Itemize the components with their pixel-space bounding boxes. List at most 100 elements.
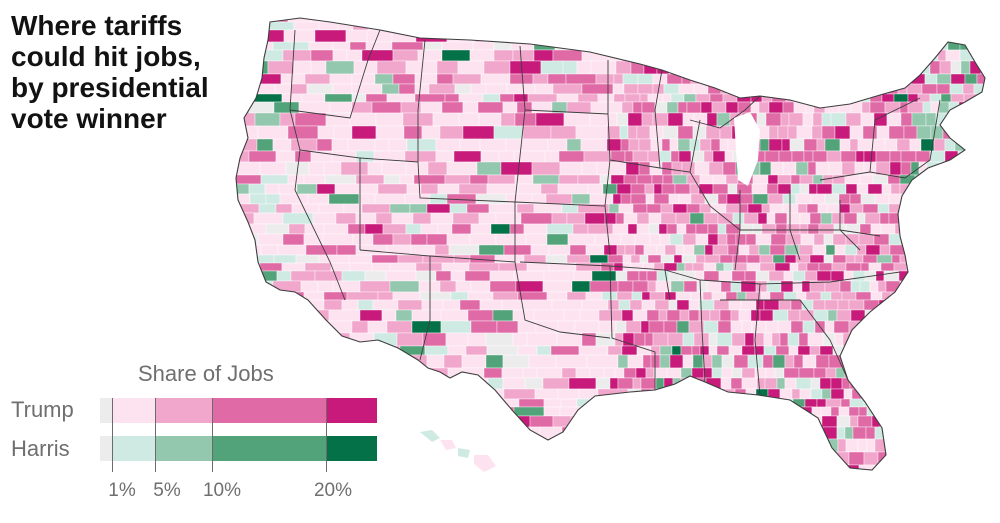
county-tile (910, 291, 922, 301)
county-tile (948, 464, 958, 470)
county-tile (768, 101, 784, 114)
county-tile (886, 345, 898, 356)
county-tile (816, 398, 827, 408)
county-tile (711, 354, 723, 369)
county-tile (880, 262, 895, 272)
county-tile (699, 73, 710, 85)
county-tile (959, 233, 970, 246)
county-tile (823, 464, 836, 470)
county-tile (751, 320, 767, 334)
county-tile (650, 354, 661, 369)
county-tile (888, 438, 904, 453)
county-tile (253, 464, 282, 470)
county-tile (589, 280, 619, 293)
county-tile (700, 426, 714, 440)
county-tile (859, 73, 871, 85)
county-tile (575, 367, 591, 379)
county-tile (831, 21, 841, 31)
county-tile (638, 138, 652, 152)
county-tile (968, 193, 981, 205)
county-tile (968, 233, 981, 246)
county-tile (902, 193, 914, 205)
county-tile (685, 406, 701, 417)
county-tile (464, 270, 491, 282)
county-tile (709, 93, 724, 103)
county-tile (596, 161, 627, 176)
county-tile (761, 93, 773, 103)
county-tile (857, 415, 873, 428)
county-tile (388, 138, 408, 152)
county-tile (639, 93, 649, 103)
county-tile (630, 183, 646, 195)
county-tile (403, 398, 421, 408)
county-tile (769, 203, 784, 214)
county-tile (832, 73, 844, 85)
county-tile (695, 233, 709, 246)
county-tile (359, 183, 379, 195)
county-tile (918, 18, 928, 23)
county-tile (757, 212, 768, 225)
state-borders (289, 29, 941, 396)
county-tile (646, 426, 662, 440)
county-tile (937, 49, 947, 62)
county-tile (585, 291, 603, 301)
county-tile (703, 150, 714, 163)
county-tile (612, 83, 625, 95)
county-tile (927, 203, 942, 214)
county-tile (430, 212, 454, 225)
county-tile (361, 203, 391, 214)
county-tile (699, 345, 710, 356)
county-tile (867, 354, 881, 369)
county-tile (833, 320, 850, 334)
county-tile (973, 21, 985, 31)
county-tile (479, 138, 507, 152)
county-tile (686, 464, 696, 470)
county-tile (871, 415, 881, 428)
county-tile (389, 203, 411, 214)
county-tile (458, 183, 488, 195)
county-tile (428, 83, 456, 95)
county-tile (829, 49, 842, 62)
county-tile (399, 174, 415, 185)
county-tile (786, 73, 801, 85)
county-tile (967, 299, 984, 311)
county-tile (897, 21, 913, 31)
county-tile (731, 367, 743, 379)
county-tile (383, 174, 401, 185)
county-tile (814, 426, 824, 440)
county-tile (432, 112, 460, 127)
county-tile (849, 193, 862, 205)
county-tile (939, 60, 952, 75)
county-tile (649, 233, 661, 246)
county-tile (236, 299, 256, 311)
county-tile (250, 254, 275, 264)
county-tile (821, 112, 832, 127)
county-tile (717, 320, 732, 334)
county-tile (632, 150, 649, 163)
county-tile (989, 184, 997, 194)
county-tile (928, 291, 945, 301)
county-tile (808, 183, 818, 195)
county-tile (252, 60, 269, 75)
county-tile (928, 354, 943, 369)
county-tile (722, 161, 737, 176)
county-tile (552, 83, 583, 95)
county-tile (556, 93, 579, 103)
county-tile (475, 193, 507, 205)
county-tile (879, 415, 892, 428)
county-tile (679, 388, 691, 400)
county-tile (822, 451, 837, 466)
county-tile (259, 161, 287, 176)
title-line-2: could hit jobs, (11, 41, 201, 72)
county-tile (534, 83, 554, 95)
county-tile (832, 93, 848, 103)
county-tile (929, 193, 943, 205)
county-tile (662, 174, 674, 185)
county-tile (976, 332, 985, 347)
county-tile (329, 101, 353, 114)
county-tile (790, 183, 801, 195)
county-tile (768, 125, 779, 140)
county-tile (708, 73, 723, 85)
county-tile (268, 291, 288, 301)
county-tile (693, 332, 710, 347)
